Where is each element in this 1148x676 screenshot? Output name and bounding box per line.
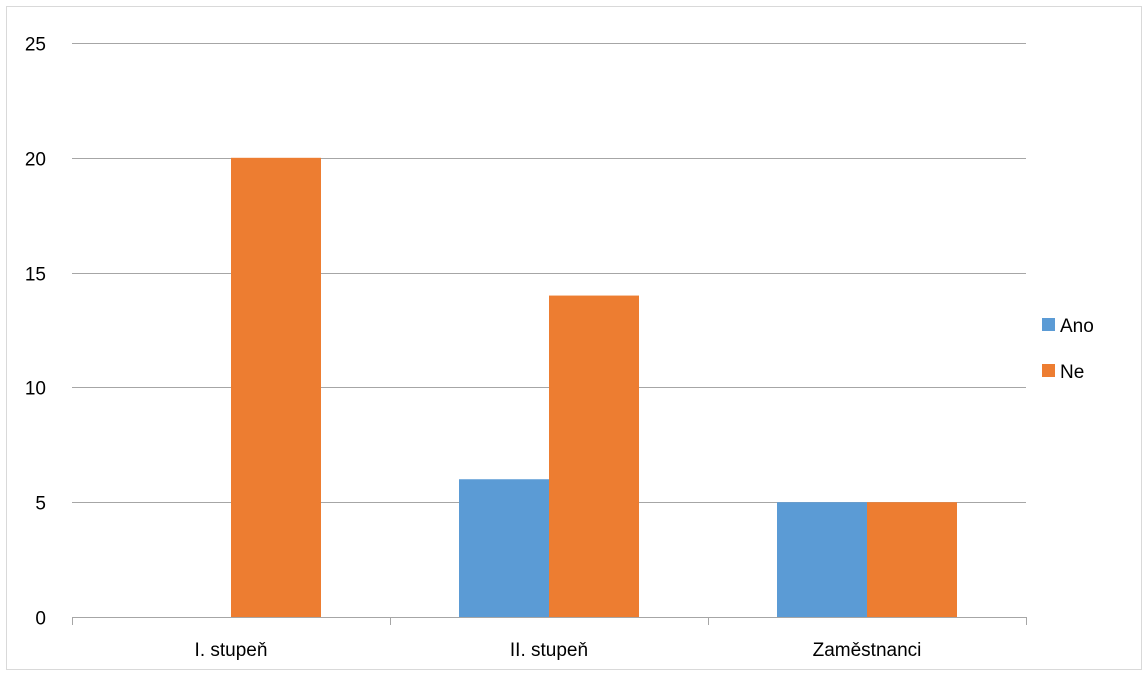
- bar-ne: [549, 296, 639, 617]
- bar-ano: [777, 502, 867, 617]
- x-tick-label: I. stupeň: [195, 640, 268, 661]
- legend-label-ne: Ne: [1060, 362, 1084, 383]
- y-tick-label: 15: [25, 265, 46, 286]
- y-tick-label: 5: [35, 494, 46, 515]
- bar-ne: [231, 158, 321, 617]
- bar-ano: [459, 479, 549, 617]
- legend-swatch-ne: [1042, 364, 1055, 377]
- x-tick-label: II. stupeň: [510, 640, 588, 661]
- y-tick-label: 0: [35, 609, 46, 630]
- legend-swatch-ano: [1042, 318, 1055, 331]
- legend-label-ano: Ano: [1060, 316, 1094, 337]
- y-tick-label: 20: [25, 150, 46, 171]
- x-tick-label: Zaměstnanci: [813, 640, 922, 661]
- bar-ne: [867, 502, 957, 617]
- y-tick-label: 25: [25, 35, 46, 56]
- legend: Ano Ne: [1042, 316, 1094, 383]
- y-tick-label: 10: [25, 379, 46, 400]
